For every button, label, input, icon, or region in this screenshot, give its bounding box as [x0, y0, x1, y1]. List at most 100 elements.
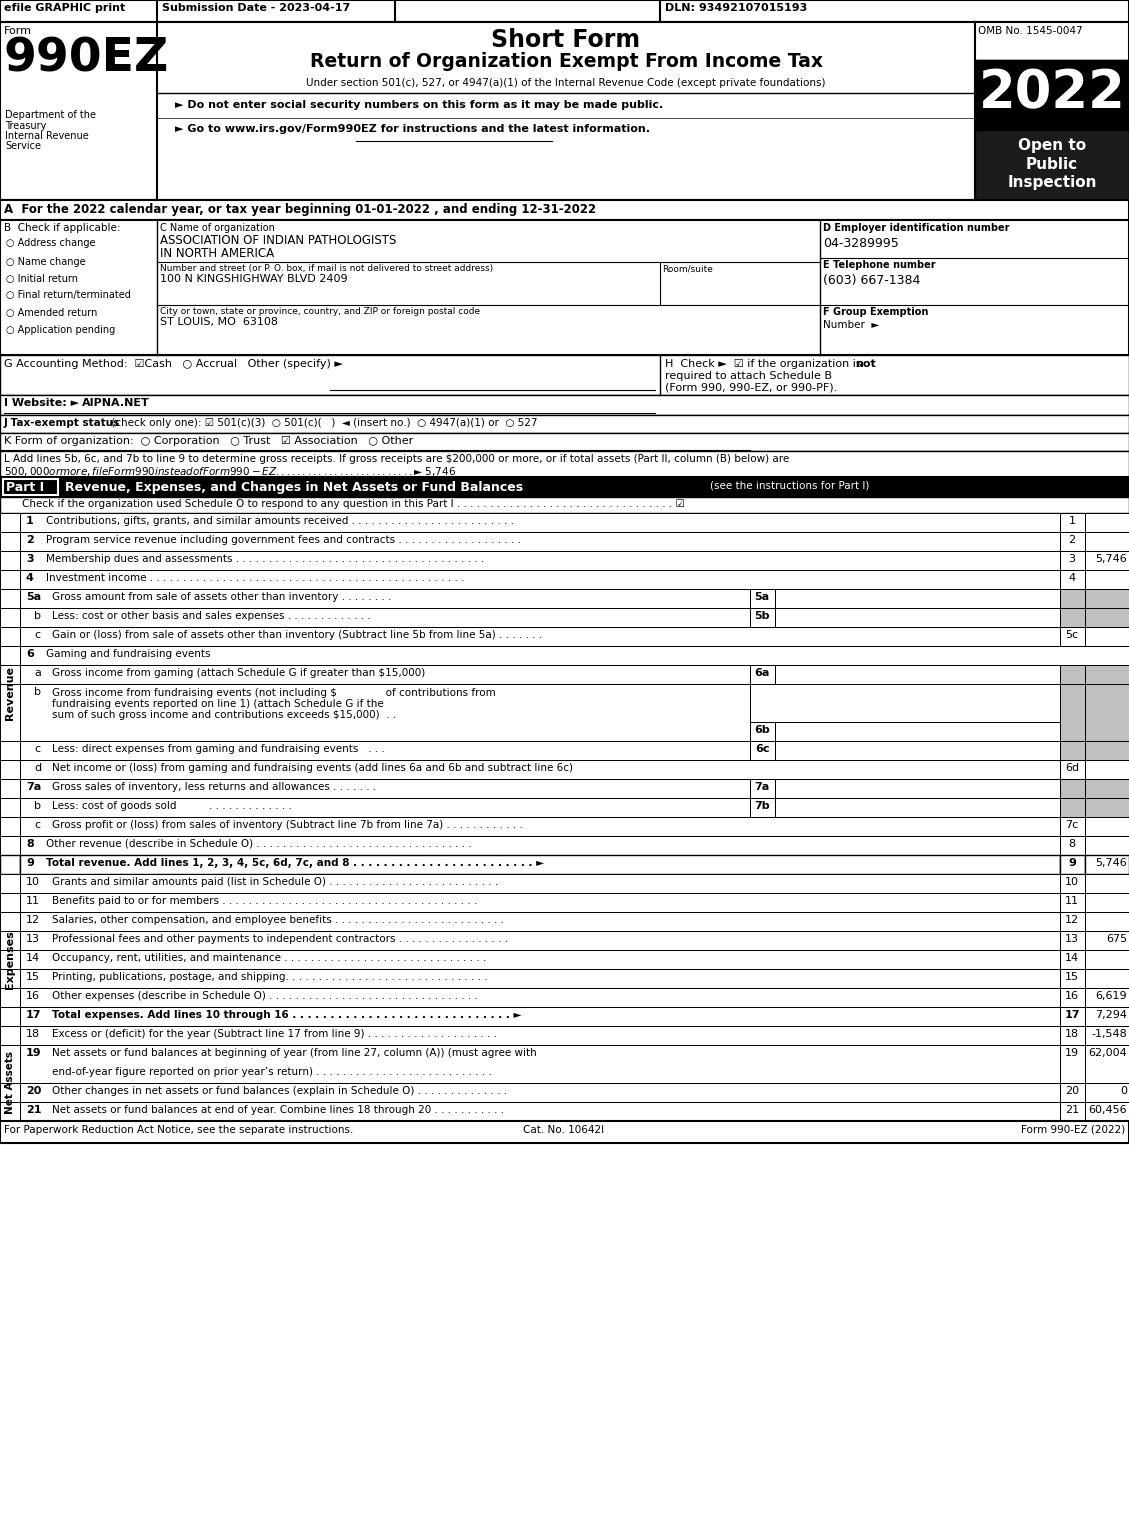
Text: 7b: 7b: [754, 801, 770, 811]
Bar: [1060, 512, 1085, 532]
Bar: [20, 894, 1060, 912]
Bar: [975, 59, 1129, 130]
Text: 6: 6: [26, 650, 34, 659]
Text: H  Check ►  ☑ if the organization is: H Check ► ☑ if the organization is: [665, 358, 865, 369]
Bar: [20, 647, 1129, 665]
Bar: [0, 589, 20, 608]
Bar: [0, 512, 20, 532]
Bar: [774, 721, 1060, 741]
Bar: [750, 798, 774, 817]
Bar: [1060, 665, 1085, 685]
Bar: [20, 856, 1060, 874]
Text: 3: 3: [26, 554, 34, 564]
Text: 8: 8: [1068, 839, 1076, 849]
Bar: [20, 608, 750, 627]
Bar: [1085, 759, 1129, 779]
Bar: [1060, 930, 1085, 950]
Bar: [1085, 589, 1129, 608]
Bar: [0, 532, 20, 551]
Bar: [0, 930, 20, 950]
Text: ► Do not enter social security numbers on this form as it may be made public.: ► Do not enter social security numbers o…: [175, 101, 663, 110]
Text: E Telephone number: E Telephone number: [823, 259, 936, 270]
Bar: [1085, 836, 1129, 856]
Text: Occupancy, rent, utilities, and maintenance . . . . . . . . . . . . . . . . . . : Occupancy, rent, utilities, and maintena…: [52, 953, 487, 962]
Text: Excess or (deficit) for the year (Subtract line 17 from line 9) . . . . . . . . : Excess or (deficit) for the year (Subtra…: [52, 1029, 497, 1039]
Bar: [20, 589, 750, 608]
Bar: [750, 665, 774, 685]
Text: ○ Name change: ○ Name change: [6, 258, 86, 267]
Text: L Add lines 5b, 6c, and 7b to line 9 to determine gross receipts. If gross recei: L Add lines 5b, 6c, and 7b to line 9 to …: [5, 454, 789, 464]
Bar: [0, 665, 20, 685]
Bar: [1060, 968, 1085, 988]
Bar: [1060, 685, 1085, 741]
Bar: [1085, 1006, 1129, 1026]
Bar: [0, 395, 1129, 415]
Bar: [1060, 741, 1085, 759]
Bar: [0, 894, 20, 912]
Text: 21: 21: [1065, 1106, 1079, 1115]
Text: 0: 0: [1120, 1086, 1127, 1096]
Text: 13: 13: [1065, 933, 1079, 944]
Text: 15: 15: [26, 971, 40, 982]
Text: 62,004: 62,004: [1088, 1048, 1127, 1058]
Text: Internal Revenue: Internal Revenue: [5, 131, 89, 140]
Text: efile GRAPHIC print: efile GRAPHIC print: [5, 3, 125, 14]
Text: 20: 20: [1065, 1086, 1079, 1096]
Bar: [0, 798, 20, 817]
Text: Department of the: Department of the: [5, 110, 96, 120]
Text: 4: 4: [1068, 573, 1076, 583]
Bar: [0, 1121, 1129, 1144]
Bar: [1085, 968, 1129, 988]
Bar: [1085, 532, 1129, 551]
Text: I Website: ►: I Website: ►: [5, 398, 79, 409]
Bar: [0, 874, 20, 894]
Bar: [1085, 1083, 1129, 1103]
Bar: [20, 1006, 1060, 1026]
Bar: [20, 570, 1060, 589]
Bar: [0, 1083, 20, 1103]
Bar: [1060, 988, 1085, 1007]
Text: 6b: 6b: [754, 724, 770, 735]
Text: ► Go to www.irs.gov/Form990EZ for instructions and the latest information.: ► Go to www.irs.gov/Form990EZ for instru…: [175, 124, 650, 134]
Text: Gaming and fundraising events: Gaming and fundraising events: [46, 650, 210, 659]
Bar: [1060, 874, 1085, 894]
Text: 2022: 2022: [979, 67, 1126, 119]
Text: 6c: 6c: [755, 744, 769, 753]
Bar: [0, 817, 20, 836]
Bar: [0, 1026, 20, 1045]
Text: Cat. No. 10642I: Cat. No. 10642I: [524, 1125, 604, 1135]
Bar: [1060, 912, 1085, 930]
Bar: [750, 779, 774, 798]
Bar: [20, 685, 750, 741]
Bar: [774, 741, 1060, 759]
Text: Submission Date - 2023-04-17: Submission Date - 2023-04-17: [161, 3, 350, 14]
Text: -1,548: -1,548: [1092, 1029, 1127, 1039]
Bar: [0, 1006, 20, 1026]
Bar: [20, 988, 1060, 1007]
Text: 6,619: 6,619: [1095, 991, 1127, 1000]
Text: 7c: 7c: [1066, 820, 1078, 830]
Bar: [750, 589, 774, 608]
Text: 14: 14: [1065, 953, 1079, 962]
Text: Other revenue (describe in Schedule O) . . . . . . . . . . . . . . . . . . . . .: Other revenue (describe in Schedule O) .…: [46, 839, 472, 849]
Bar: [774, 665, 1060, 685]
Text: Form: Form: [5, 26, 32, 37]
Text: G Accounting Method:  ☑Cash   ○ Accrual   Other (specify) ►: G Accounting Method: ☑Cash ○ Accrual Oth…: [5, 358, 343, 369]
Text: Gross income from gaming (attach Schedule G if greater than $15,000): Gross income from gaming (attach Schedul…: [52, 668, 426, 679]
Text: c: c: [34, 744, 41, 753]
Bar: [1085, 988, 1129, 1007]
Text: Total expenses. Add lines 10 through 16 . . . . . . . . . . . . . . . . . . . . : Total expenses. Add lines 10 through 16 …: [52, 1010, 522, 1020]
Text: DLN: 93492107015193: DLN: 93492107015193: [665, 3, 807, 14]
Bar: [774, 798, 1060, 817]
Text: (Form 990, 990-EZ, or 990-PF).: (Form 990, 990-EZ, or 990-PF).: [665, 381, 838, 392]
Text: 18: 18: [1065, 1029, 1079, 1039]
Text: 04-3289995: 04-3289995: [823, 236, 899, 250]
Bar: [0, 200, 1129, 220]
Text: a: a: [34, 668, 41, 679]
Text: Gross sales of inventory, less returns and allowances . . . . . . .: Gross sales of inventory, less returns a…: [52, 782, 376, 791]
Bar: [750, 741, 774, 759]
Text: City or town, state or province, country, and ZIP or foreign postal code: City or town, state or province, country…: [160, 307, 480, 316]
Text: ○ Amended return: ○ Amended return: [6, 308, 97, 319]
Text: Printing, publications, postage, and shipping. . . . . . . . . . . . . . . . . .: Printing, publications, postage, and shi…: [52, 971, 488, 982]
Bar: [1060, 1083, 1085, 1103]
